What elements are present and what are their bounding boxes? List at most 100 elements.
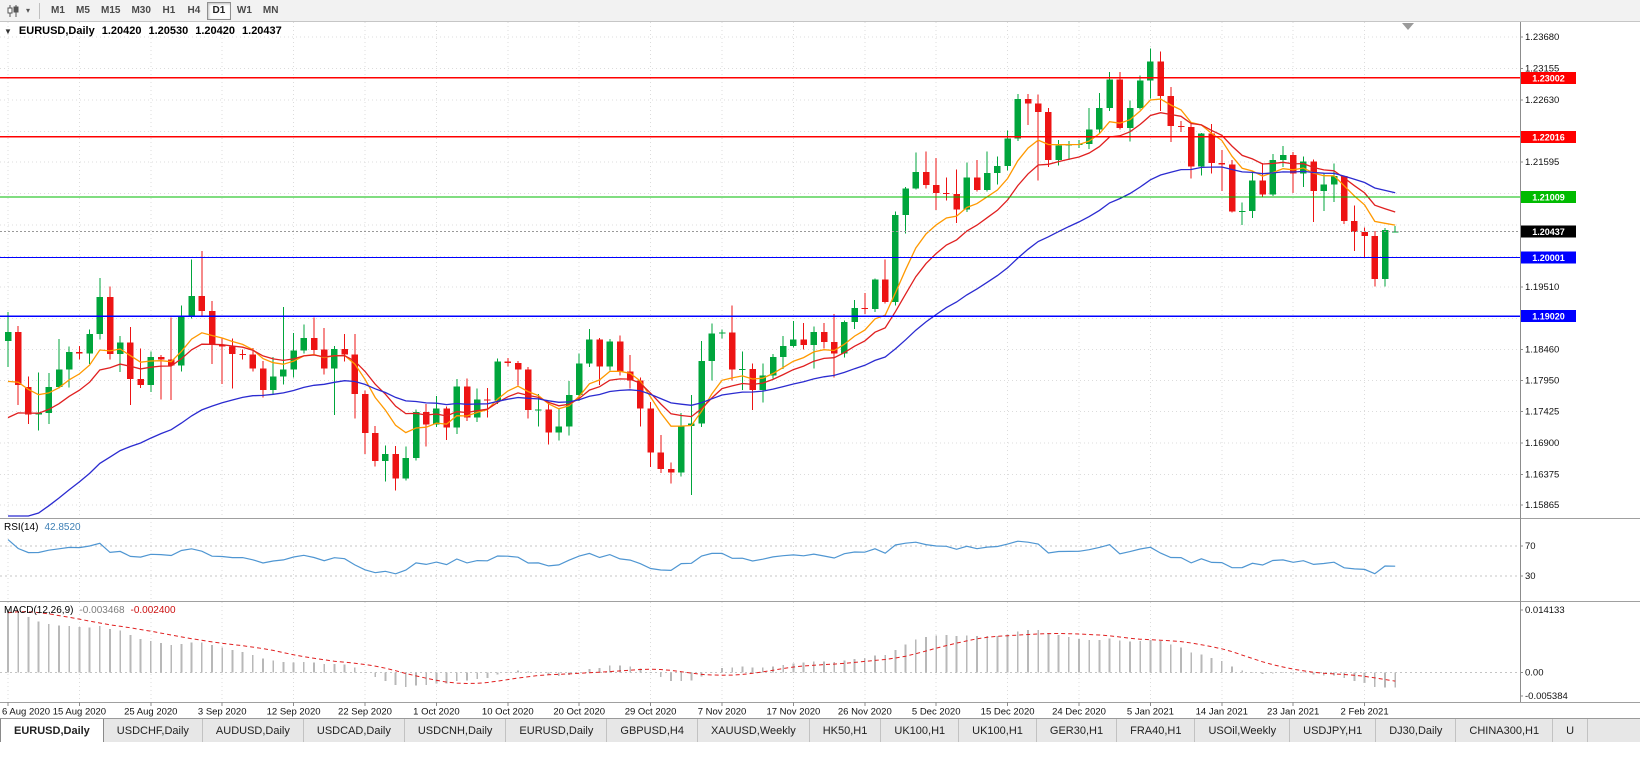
bull-candle	[1239, 210, 1246, 212]
timeframe-button-m5[interactable]: M5	[71, 2, 95, 20]
date-axis-label: 24 Dec 2020	[1052, 707, 1106, 718]
bull-candle	[902, 188, 909, 215]
bear-candle	[627, 371, 634, 381]
bear-candle	[443, 408, 450, 428]
bull-candle	[1137, 80, 1144, 108]
bear-candle	[259, 368, 267, 390]
price-badge	[1521, 251, 1576, 264]
bear-candle	[249, 354, 257, 369]
timeframe-button-m15[interactable]: M15	[96, 2, 125, 20]
chart-tab-usdjpy-h1[interactable]: USDJPY,H1	[1290, 719, 1377, 742]
price-badge-label: 1.23002	[1532, 73, 1565, 83]
price-axis-label: 1.17950	[1525, 375, 1559, 386]
date-axis-label: 15 Dec 2020	[981, 707, 1035, 718]
chart-tab-gbpusd-h4[interactable]: GBPUSD,H4	[607, 719, 698, 742]
chart-tab-eurusd-daily[interactable]: EURUSD,Daily	[506, 719, 608, 742]
date-axis-label: 29 Oct 2020	[625, 707, 677, 718]
bear-candle	[219, 344, 226, 347]
chart-tab-u[interactable]: U	[1553, 719, 1589, 742]
chart-tab-dj30-daily[interactable]: DJ30,Daily	[1376, 719, 1457, 742]
timeframe-button-mn[interactable]: MN	[258, 2, 284, 20]
rsi-name: RSI(14)	[4, 522, 39, 533]
chart-tab-china300-h1[interactable]: CHINA300,H1	[1456, 719, 1554, 742]
bull-candle	[1106, 79, 1113, 108]
price-badge	[1521, 130, 1576, 143]
date-axis-label: 10 Oct 2020	[482, 707, 534, 718]
bull-candle	[1055, 145, 1062, 160]
price-chart-canvas[interactable]: 1.23680 1.23155 1.22630 1.21595 1.19510 1.184…	[0, 22, 1640, 718]
chart-tab-eurusd-daily[interactable]: EURUSD,Daily	[0, 719, 104, 742]
price-axis-label: 1.15865	[1525, 500, 1559, 511]
bull-candle	[576, 363, 583, 396]
chart-shift-marker[interactable]	[1402, 23, 1414, 30]
chart-tab-usdcad-daily[interactable]: USDCAD,Daily	[303, 719, 405, 742]
bear-candle	[1310, 161, 1317, 191]
macd-name: MACD(12,26,9)	[4, 605, 74, 616]
bear-candle	[922, 171, 930, 186]
timeframe-button-d1[interactable]: D1	[206, 1, 231, 20]
chart-tab-uk100-h1[interactable]: UK100,H1	[881, 719, 960, 742]
bear-candle	[76, 352, 83, 354]
timeframe-button-m30[interactable]: M30	[126, 2, 155, 20]
bull-candle	[565, 395, 573, 427]
chart-type-dropdown-caret[interactable]: ▾	[25, 6, 30, 15]
bear-candle	[504, 361, 512, 363]
bull-candle	[708, 333, 716, 362]
chart-tab-usoil-weekly[interactable]: USOil,Weekly	[1195, 719, 1291, 742]
bull-candle	[66, 352, 73, 370]
bear-candle	[208, 310, 216, 345]
chart-tab-audusd-daily[interactable]: AUDUSD,Daily	[202, 719, 304, 742]
date-axis-label: 5 Dec 2020	[912, 707, 961, 718]
bull-candle	[1147, 61, 1154, 81]
macd-axis-label: 0.014133	[1525, 605, 1565, 616]
bear-candle	[392, 453, 399, 479]
price-badge-label: 1.20001	[1532, 253, 1565, 263]
price-badge	[1521, 310, 1576, 323]
bear-candle	[484, 399, 491, 401]
bear-candle	[229, 346, 236, 354]
timeframe-button-h1[interactable]: H1	[157, 2, 181, 20]
chart-tab-usdchf-daily[interactable]: USDCHF,Daily	[103, 719, 203, 742]
rsi-axis-label: 30	[1525, 571, 1536, 582]
bear-candle	[831, 342, 838, 354]
chart-tab-xauusd-weekly[interactable]: XAUUSD,Weekly	[697, 719, 810, 742]
bull-candle	[1381, 230, 1389, 280]
timeframe-button-w1[interactable]: W1	[232, 2, 257, 20]
chart-tab-ger30-h1[interactable]: GER30,H1	[1036, 719, 1118, 742]
bull-candle	[718, 332, 726, 334]
one-click-trading-toggle[interactable]: ▼	[4, 26, 12, 36]
chart-tab-usdcnh-daily[interactable]: USDCNH,Daily	[404, 719, 507, 742]
price-axis-label: 1.16900	[1525, 438, 1559, 449]
chart-window: 1.23680 1.23155 1.22630 1.21595 1.19510 1.184…	[0, 22, 1640, 718]
timeframe-button-m1[interactable]: M1	[46, 2, 70, 20]
chart-tab-uk100-h1[interactable]: UK100,H1	[959, 719, 1037, 742]
bull-candle	[4, 331, 12, 341]
bear-candle	[1228, 164, 1236, 212]
date-axis-label: 12 Sep 2020	[267, 707, 321, 718]
rsi-indicator-label: RSI(14) 42.8520	[4, 522, 81, 533]
bear-candle	[1045, 112, 1052, 160]
bear-candle	[157, 356, 165, 360]
bull-candle	[382, 453, 389, 462]
price-badge-label: 1.20437	[1532, 227, 1565, 237]
bull-candle	[280, 369, 287, 377]
bear-candle	[25, 386, 32, 415]
bear-candle	[1024, 98, 1032, 104]
bear-candle	[198, 295, 206, 311]
timeframe-button-h4[interactable]: H4	[182, 2, 206, 20]
bull-candle	[678, 425, 685, 473]
bull-candle	[780, 346, 787, 357]
bear-candle	[973, 177, 981, 190]
grid-layer	[0, 22, 1520, 702]
date-axis-label: 6 Aug 2020	[2, 707, 50, 718]
date-axis-label: 14 Jan 2021	[1196, 707, 1248, 718]
bear-candle	[545, 409, 552, 433]
bull-candle	[1014, 98, 1022, 139]
chart-tab-fra40-h1[interactable]: FRA40,H1	[1117, 719, 1196, 742]
macd-signal-line	[7, 611, 1396, 685]
bear-candle	[861, 307, 869, 309]
bull-candle	[606, 341, 614, 367]
chart-tab-hk50-h1[interactable]: HK50,H1	[809, 719, 882, 742]
bear-candle	[1361, 231, 1368, 236]
candlestick-chart-icon[interactable]	[4, 2, 22, 20]
